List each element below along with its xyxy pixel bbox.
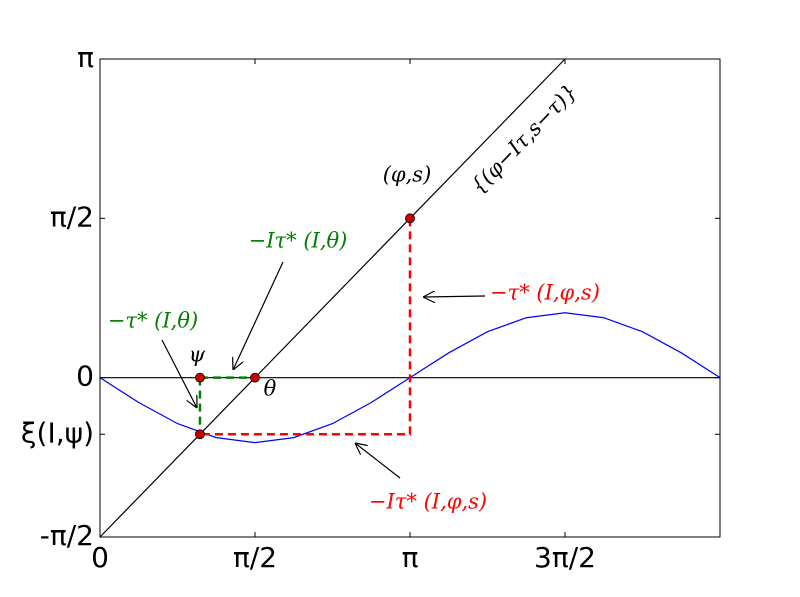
point xyxy=(250,372,260,383)
x-tick-label: π xyxy=(402,541,419,574)
annotation-arrow xyxy=(233,261,284,370)
annotation: (φ,s) xyxy=(383,163,432,187)
y-tick-label: -π/2 xyxy=(40,519,94,552)
y-tick-label: π/2 xyxy=(50,200,94,233)
y-tick-label: ξ(I,ψ) xyxy=(21,416,94,449)
point xyxy=(405,213,415,224)
point xyxy=(195,372,205,383)
series-line xyxy=(99,58,566,538)
annotation-arrow xyxy=(161,339,197,408)
series-line xyxy=(199,218,412,436)
x-tick-label: π/2 xyxy=(233,541,277,574)
annotation: θ xyxy=(264,377,277,401)
annotation: −τ* (I,θ) xyxy=(108,309,198,333)
annotation: −τ* (I,φ,s) xyxy=(490,281,600,305)
y-tick-label: π xyxy=(77,41,94,74)
x-tick-label: 0 xyxy=(91,541,109,574)
annotation-arrow xyxy=(423,296,486,297)
annotation: ψ xyxy=(189,343,206,367)
annotation-arrow xyxy=(355,443,401,479)
y-tick-label: 0 xyxy=(76,360,94,393)
annotation: −Iτ* (I,θ) xyxy=(249,229,348,253)
x-tick-label: 3π/2 xyxy=(534,541,596,574)
annotation: −Iτ* (I,φ,s) xyxy=(369,490,487,514)
point xyxy=(195,429,205,440)
